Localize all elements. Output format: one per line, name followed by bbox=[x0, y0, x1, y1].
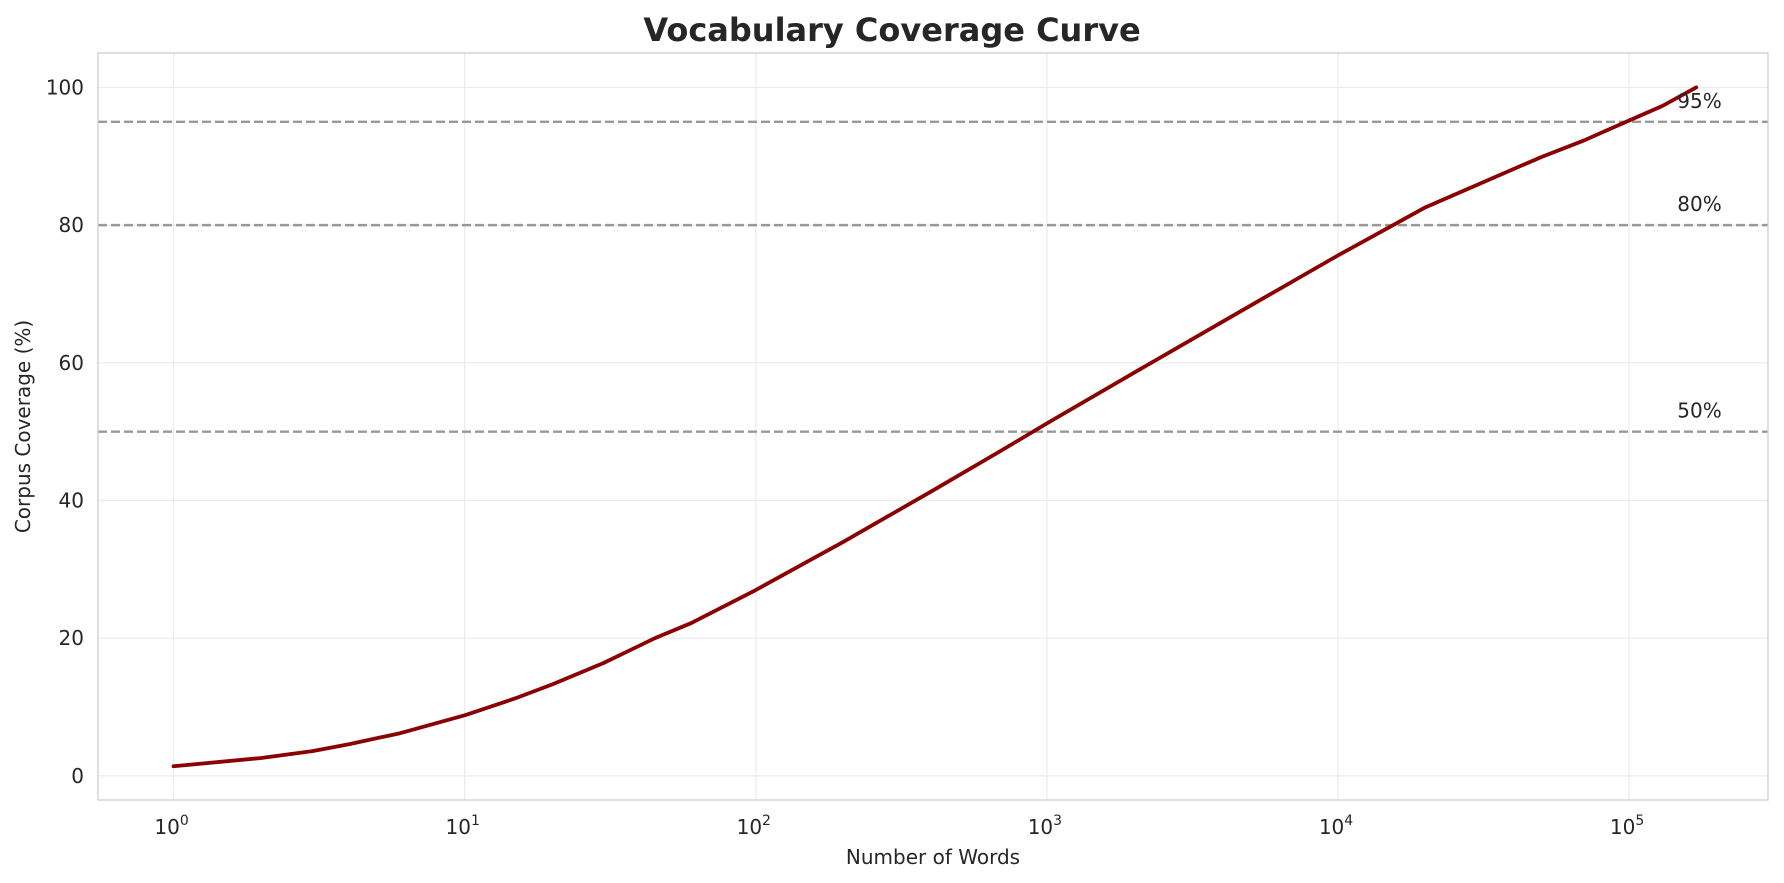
x-tick-labels: 100 101 102 103 104 105 bbox=[154, 813, 1644, 839]
y-tick-label: 60 bbox=[59, 351, 84, 375]
reference-label: 80% bbox=[1677, 192, 1721, 216]
x-tick-label: 105 bbox=[1610, 813, 1644, 839]
y-axis-label: Corpus Coverage (%) bbox=[11, 320, 35, 533]
y-tick-label: 20 bbox=[59, 626, 84, 650]
x-tick-label: 100 bbox=[154, 813, 188, 839]
y-tick-labels: 0 20 40 60 80 100 bbox=[46, 75, 84, 787]
reference-label: 50% bbox=[1677, 399, 1721, 423]
y-tick-label: 100 bbox=[46, 75, 84, 99]
x-tick-label: 101 bbox=[445, 813, 479, 839]
plot-frame bbox=[97, 52, 1769, 801]
x-tick-label: 104 bbox=[1319, 813, 1353, 839]
x-tick-label: 102 bbox=[737, 813, 771, 839]
y-tick-label: 0 bbox=[71, 764, 84, 788]
chart-title: Vocabulary Coverage Curve bbox=[643, 11, 1141, 49]
reference-label: 95% bbox=[1677, 89, 1721, 113]
annotations: 95% 80% 50% bbox=[1677, 89, 1721, 423]
y-tick-label: 80 bbox=[59, 213, 84, 237]
x-tick-label: 103 bbox=[1028, 813, 1062, 839]
grid bbox=[98, 53, 1768, 800]
reference-lines bbox=[98, 120, 1768, 433]
coverage-line bbox=[171, 85, 1699, 769]
series-layer bbox=[171, 85, 1699, 769]
y-tick-label: 40 bbox=[59, 489, 84, 513]
x-axis-label: Number of Words bbox=[846, 845, 1020, 869]
